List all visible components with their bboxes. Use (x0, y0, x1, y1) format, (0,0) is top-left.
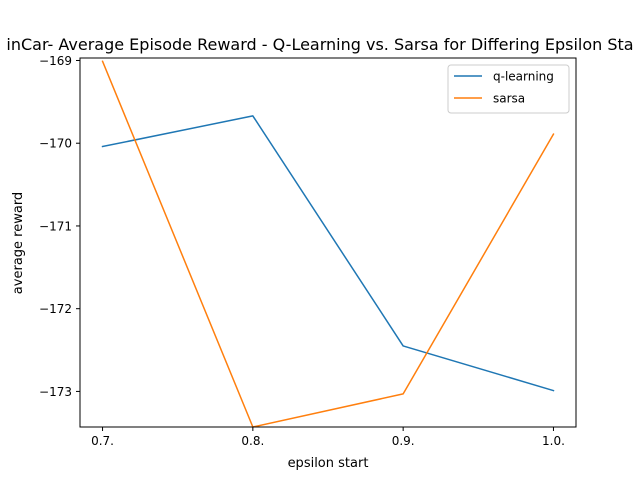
y-tick-label-3: −172 (39, 302, 72, 316)
legend-label-q-learning: q-learning (493, 70, 554, 84)
legend: q-learning sarsa (447, 64, 570, 114)
y-tick-label-2: −171 (39, 219, 72, 233)
y-axis-label: average reward (11, 192, 26, 294)
series-line-q-learning (101, 115, 555, 392)
plot-area-frame (79, 57, 577, 428)
x-tick-label-2: 0.9. (392, 434, 415, 448)
chart-title: inCar- Average Episode Reward - Q-Learni… (6, 35, 633, 54)
x-tick-label-0: 0.7. (91, 434, 114, 448)
x-tick-label-3: 1.0. (542, 434, 565, 448)
x-axis: 0.7. 0.8. 0.9. 1.0. (91, 427, 565, 448)
y-tick-label-0: −169 (39, 54, 72, 68)
y-axis: −169 −170 −171 −172 −173 (39, 54, 80, 399)
y-tick-label-4: −173 (39, 385, 72, 399)
legend-box (447, 64, 570, 114)
series-line-sarsa (101, 60, 555, 428)
legend-label-sarsa: sarsa (493, 92, 525, 106)
x-axis-label: epsilon start (288, 456, 369, 471)
series-layer (101, 60, 555, 428)
y-tick-label-1: −170 (39, 137, 72, 151)
x-tick-label-1: 0.8. (241, 434, 264, 448)
